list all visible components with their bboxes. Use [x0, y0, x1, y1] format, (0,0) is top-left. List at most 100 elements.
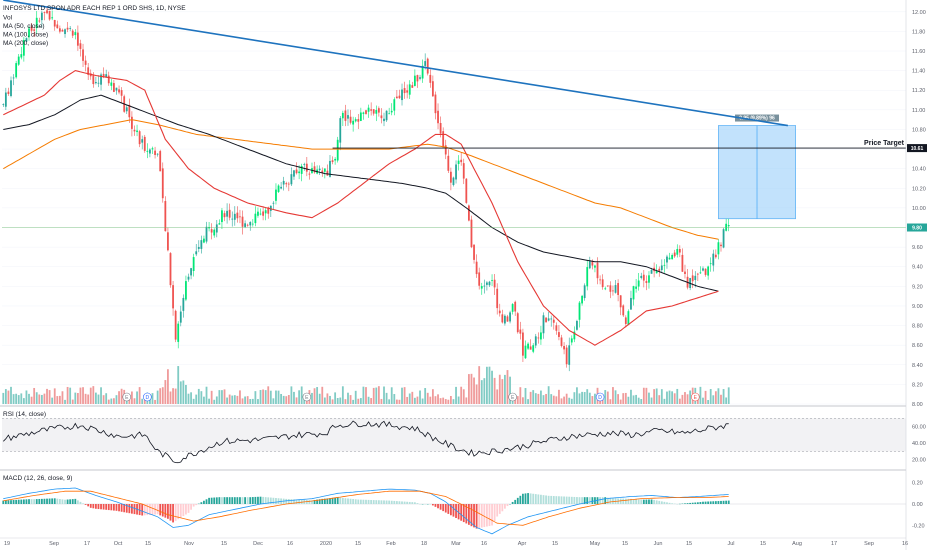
trendline[interactable]	[3, 0, 789, 127]
macd-histogram-bar	[398, 501, 401, 504]
time-tick-label: 16	[287, 541, 293, 547]
candle-body	[259, 213, 262, 215]
volume-bar	[614, 390, 617, 404]
volume-bar	[426, 392, 429, 404]
signal-line[interactable]	[3, 490, 729, 526]
volume-bar	[35, 392, 38, 404]
candle-body	[272, 202, 275, 204]
macd-histogram-bar	[115, 504, 118, 511]
macd-histogram-bar	[64, 499, 66, 504]
volume-bar	[522, 397, 524, 404]
candle-body	[560, 337, 563, 346]
candle-body	[388, 113, 391, 115]
projection-tag	[735, 114, 780, 122]
volume-bar	[161, 387, 164, 404]
macd-histogram-bar	[79, 501, 82, 504]
candle-body	[97, 82, 100, 84]
volume-bar	[102, 395, 105, 404]
volume-bar	[228, 394, 231, 404]
volume-label: Vol	[3, 15, 13, 22]
candle-body	[51, 17, 54, 19]
volume-bar	[352, 399, 355, 404]
rsi-line[interactable]	[3, 420, 729, 464]
candle-body	[246, 224, 249, 226]
ma50-line[interactable]	[3, 70, 719, 346]
ma100-line[interactable]	[3, 94, 719, 292]
volume-bar	[408, 393, 411, 404]
candle-body	[501, 314, 504, 323]
volume-bar	[105, 393, 108, 404]
volume-bar	[66, 386, 69, 404]
volume-bar	[673, 393, 676, 404]
candle-body	[449, 171, 452, 183]
volume-bar	[192, 398, 195, 404]
volume-bar	[524, 388, 527, 404]
macd-histogram-bar	[272, 497, 275, 504]
macd-histogram-bar	[241, 497, 244, 504]
candle-body	[524, 345, 527, 359]
candle-body	[365, 110, 367, 114]
candle-body	[709, 263, 712, 265]
candle-body	[303, 164, 306, 165]
volume-bar	[395, 399, 398, 404]
macd-histogram-bar	[213, 497, 216, 504]
ma200-label: MA (200, close)	[3, 40, 48, 47]
rsi-axis[interactable]: 60.00 40.00 20.00	[912, 425, 926, 464]
macd-histogram-bar	[558, 496, 560, 504]
volume-bar	[707, 399, 710, 404]
macd-histogram-bar	[293, 499, 295, 504]
candle-body	[516, 313, 519, 333]
volume-bar	[542, 395, 545, 404]
macd-histogram-bar	[532, 493, 535, 504]
volume-bar	[493, 377, 496, 404]
candle-body	[390, 110, 393, 113]
volume-bar	[218, 390, 221, 404]
time-tick-label: Nov	[184, 541, 194, 547]
candle-body	[221, 210, 223, 223]
macd-line[interactable]	[3, 487, 729, 535]
volume-bar	[311, 392, 313, 404]
earnings-marker-label: E	[305, 395, 309, 401]
ma200-line[interactable]	[3, 119, 719, 240]
macd-histogram-bar	[102, 504, 105, 510]
volume-bar	[172, 388, 174, 404]
time-axis[interactable]: 19 Sep 17 Oct 15 Nov 15 Dec 16 2020 15 Feb 18 Mar 16 Ap…	[0, 537, 908, 547]
candle-body	[558, 332, 560, 337]
candle-body	[241, 216, 244, 227]
price-tick-label: 11.60	[912, 49, 925, 55]
price-tick-label: 8.00	[912, 402, 923, 408]
volume-bar	[475, 384, 478, 404]
volume-bar	[231, 395, 234, 404]
volume-bar	[504, 374, 506, 404]
macd-histogram-bar	[156, 504, 159, 515]
candle-body	[594, 265, 596, 268]
price-tick-label: 11.80	[912, 29, 925, 35]
macd-histogram-bar	[7, 500, 10, 504]
macd-histogram-bar	[195, 504, 198, 506]
volume-bar	[473, 377, 475, 404]
candle-body	[684, 271, 686, 274]
macd-histogram-bar	[133, 504, 136, 515]
macd-histogram-bar	[606, 497, 609, 504]
candle-body	[416, 75, 419, 82]
candle-body	[509, 312, 511, 322]
macd-histogram-bar	[372, 500, 375, 504]
macd-axis[interactable]: 0.20 0.00 -0.20	[912, 481, 925, 530]
macd-histogram-bar	[164, 504, 167, 518]
volume-bar	[167, 369, 169, 404]
macd-histogram-bar	[540, 494, 542, 504]
macd-histogram-bar	[385, 500, 388, 504]
volume-bar	[573, 392, 576, 404]
macd-histogram-bar	[712, 501, 715, 504]
macd-histogram-bar	[488, 504, 491, 527]
volume-bar	[61, 391, 64, 404]
macd-histogram-bar	[370, 499, 373, 504]
volume-bar	[287, 395, 290, 404]
volume-bar	[357, 398, 360, 404]
volume-bar	[141, 398, 144, 404]
volume-bar	[169, 391, 172, 404]
volume-bar	[483, 378, 486, 404]
price-target-label: Price Target	[864, 140, 905, 147]
